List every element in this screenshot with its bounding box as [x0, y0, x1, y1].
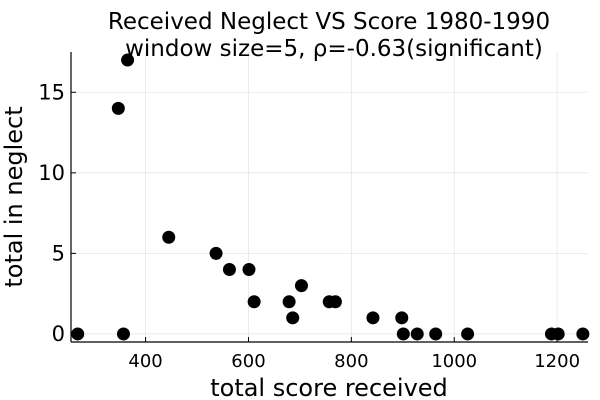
grid-lines [71, 52, 588, 342]
data-point [116, 327, 130, 341]
data-point [461, 327, 475, 341]
data-point [121, 53, 135, 67]
data-point [576, 327, 590, 341]
x-tick-label: 1200 [534, 351, 580, 372]
chart-title-line-2: window size=5, ρ=-0.63(significant) [125, 36, 543, 62]
data-point [396, 327, 410, 341]
data-point [247, 295, 261, 309]
y-tick-label: 10 [38, 161, 65, 185]
x-tick-label: 800 [334, 351, 368, 372]
data-point [429, 327, 443, 341]
data-point [366, 311, 380, 325]
data-point [71, 327, 85, 341]
x-tick-label: 1000 [431, 351, 477, 372]
data-point [111, 101, 125, 115]
chart-title-line-1: Received Neglect VS Score 1980-1990 [108, 9, 550, 35]
data-point [410, 327, 424, 341]
data-point [162, 230, 176, 244]
data-point [395, 311, 409, 325]
tick-labels: 400 600 800 1000 1200 0 5 10 15 [38, 80, 580, 372]
axes [70, 52, 588, 343]
data-point [294, 279, 308, 293]
y-tick-label: 5 [52, 241, 65, 265]
x-tick-label: 400 [128, 351, 162, 372]
data-point [328, 295, 342, 309]
y-axis-label: total in neglect [0, 106, 28, 287]
y-tick-label: 0 [52, 322, 65, 346]
data-point [209, 246, 223, 260]
data-point [282, 295, 296, 309]
data-point [242, 263, 256, 276]
data-point [222, 263, 236, 276]
data-points [71, 53, 590, 341]
data-point [286, 311, 300, 325]
y-tick-label: 15 [38, 80, 65, 104]
x-axis-label: total score received [210, 374, 448, 400]
x-tick-label: 600 [231, 351, 265, 372]
data-point [551, 327, 565, 341]
